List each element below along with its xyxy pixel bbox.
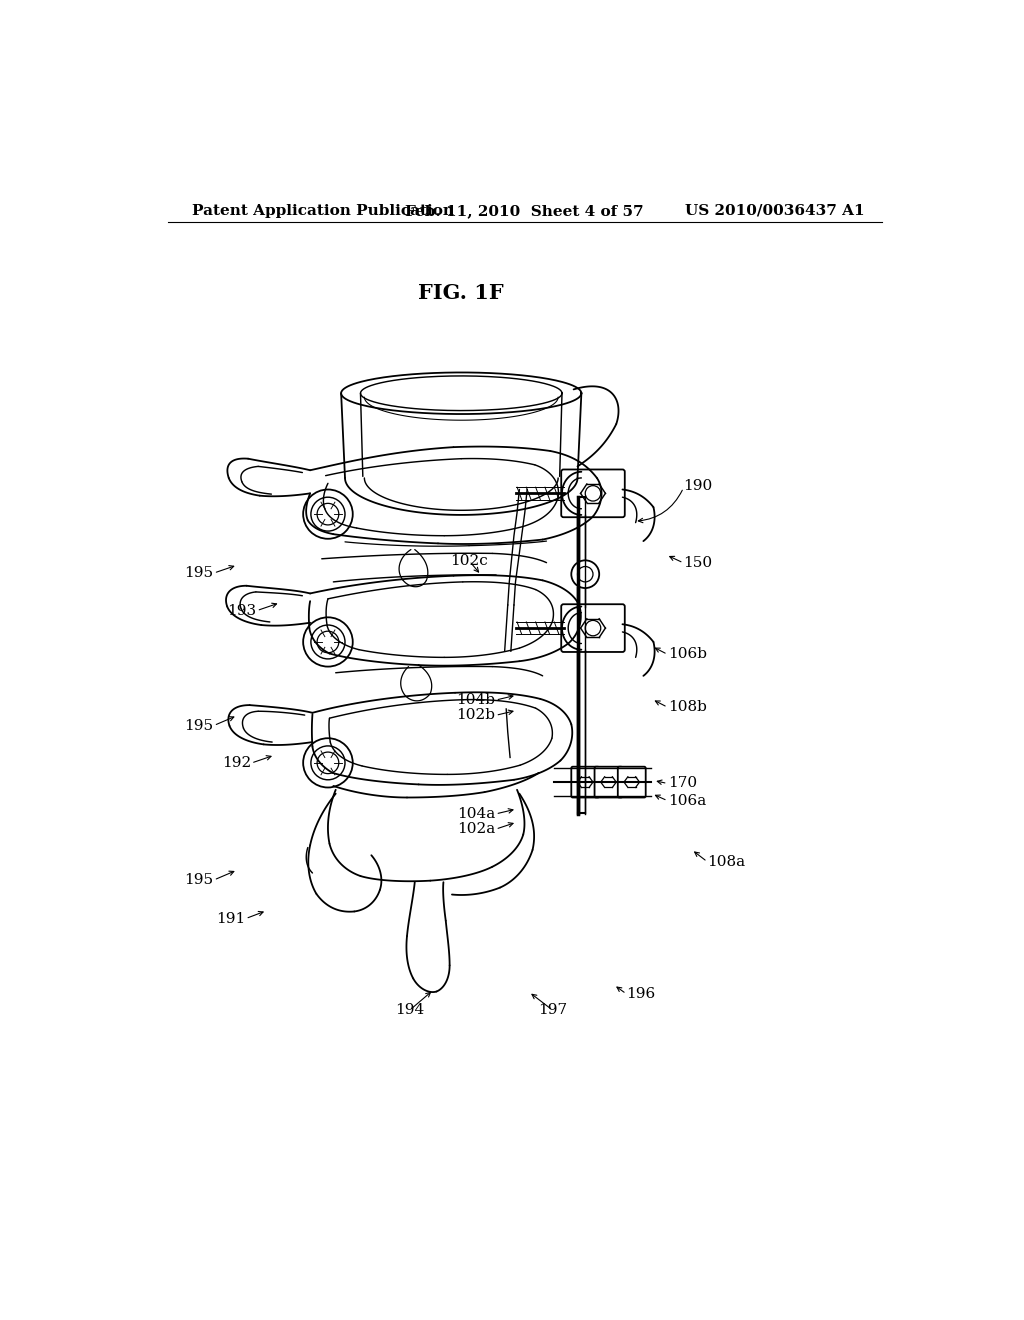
FancyBboxPatch shape bbox=[571, 767, 599, 797]
Text: 195: 195 bbox=[184, 718, 214, 733]
Text: 102c: 102c bbox=[451, 554, 488, 568]
Text: 104a: 104a bbox=[457, 807, 496, 821]
Text: 102b: 102b bbox=[457, 709, 496, 722]
Text: 150: 150 bbox=[684, 556, 713, 570]
Text: 106b: 106b bbox=[668, 647, 707, 661]
Text: 192: 192 bbox=[222, 756, 251, 770]
Text: 195: 195 bbox=[184, 873, 214, 887]
Text: 196: 196 bbox=[627, 987, 655, 1001]
Text: 197: 197 bbox=[538, 1003, 567, 1018]
FancyBboxPatch shape bbox=[561, 605, 625, 652]
Text: 170: 170 bbox=[668, 776, 696, 791]
Text: Feb. 11, 2010  Sheet 4 of 57: Feb. 11, 2010 Sheet 4 of 57 bbox=[406, 203, 644, 218]
Text: 108b: 108b bbox=[668, 700, 707, 714]
FancyBboxPatch shape bbox=[595, 767, 623, 797]
FancyBboxPatch shape bbox=[617, 767, 646, 797]
Text: 106a: 106a bbox=[668, 793, 706, 808]
Text: FIG. 1F: FIG. 1F bbox=[419, 284, 504, 304]
Text: 102a: 102a bbox=[457, 822, 496, 837]
Text: 193: 193 bbox=[227, 603, 257, 618]
FancyBboxPatch shape bbox=[561, 470, 625, 517]
Text: 108a: 108a bbox=[708, 855, 745, 869]
Text: 194: 194 bbox=[395, 1003, 424, 1018]
Text: 195: 195 bbox=[184, 566, 214, 579]
Text: 104b: 104b bbox=[457, 693, 496, 708]
Text: 191: 191 bbox=[216, 912, 246, 925]
Text: US 2010/0036437 A1: US 2010/0036437 A1 bbox=[685, 203, 864, 218]
Text: Patent Application Publication: Patent Application Publication bbox=[191, 203, 454, 218]
Text: 190: 190 bbox=[684, 479, 713, 492]
